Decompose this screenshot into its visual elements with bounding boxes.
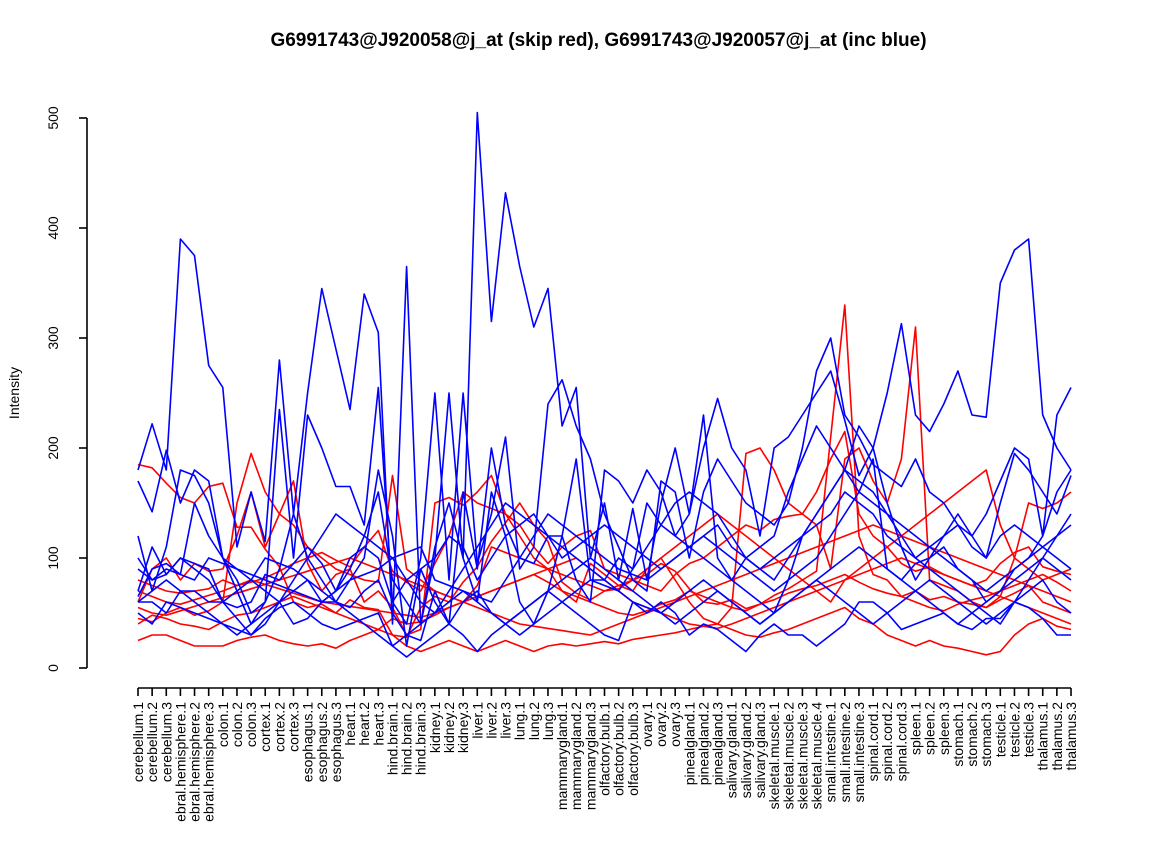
x-tick-label: heart.3 [370,702,386,746]
series-line-4 [137,606,1072,656]
x-tick-label: mammarygland.3 [582,702,598,810]
x-tick-label: hind.brain.2 [399,702,415,775]
x-axis: cerebellum.1cerebellum.2cerebellum.3ebra… [130,687,1079,822]
x-tick-label: colon.2 [229,702,245,747]
series-layer [137,111,1072,658]
series-line-13 [138,579,1071,653]
x-tick-label: heart.2 [356,702,372,746]
x-tick-label: colon.3 [243,702,259,747]
x-tick-label: spinal.cord.2 [879,702,895,782]
y-tick-label: 500 [45,106,61,130]
x-tick-label: kidney.3 [455,702,471,753]
series-line-17 [137,546,1072,647]
x-tick-label: hind.brain.3 [413,702,429,775]
x-tick-label: testicle.2 [1006,702,1022,757]
x-tick-label: testicle.3 [1021,702,1037,757]
x-tick-label: salivary.gland.3 [752,702,768,798]
x-tick-label: pinealgland.1 [681,702,697,786]
x-tick-label: thalamus.1 [1035,702,1051,771]
x-tick-label: esophagus.1 [300,702,316,782]
x-tick-label: cortex.2 [271,702,287,752]
x-tick-label: stomach.1 [950,702,966,767]
series-line-11 [137,414,1072,647]
x-tick-label: kidney.1 [427,702,443,753]
x-tick-label: lung.3 [540,702,556,740]
x-tick-label: olfactory.bulb.3 [625,702,641,796]
x-tick-label: cerebellum.1 [130,702,146,782]
x-tick-label: thalamus.3 [1063,702,1079,771]
x-tick-label: esophagus.3 [328,702,344,782]
y-tick-label: 100 [45,546,61,570]
x-tick-label: heart.1 [342,702,358,746]
x-tick-label: cerebellum.2 [144,702,160,782]
x-tick-label: cortex.1 [257,702,273,752]
x-tick-label: mammarygland.1 [554,702,570,810]
x-tick-label: stomach.3 [978,702,994,767]
x-tick-label: liver.2 [483,702,499,739]
x-tick-label: liver.1 [469,702,485,739]
series-line-6 [137,452,1072,623]
y-tick-label: 300 [45,326,61,350]
x-tick-label: skeletal.muscle.2 [780,702,796,810]
chart-title: G6991743@J920058@j_at (skip red), G69917… [270,30,927,51]
x-tick-label: lung.1 [512,702,528,740]
x-tick-label: liver.3 [498,702,514,739]
x-tick-label: colon.1 [215,702,231,747]
x-tick-label: spleen.1 [908,702,924,755]
x-tick-label: small.intestine.1 [823,702,839,803]
x-tick-label: cerebellum.3 [158,702,174,782]
x-tick-label: stomach.2 [964,702,980,767]
x-tick-label: ovary.3 [667,702,683,747]
x-tick-label: ebral.hemisphere.1 [172,702,188,822]
x-tick-label: small.intestine.3 [851,702,867,803]
series-line-5 [137,326,1072,636]
x-tick-label: ebral.hemisphere.2 [187,702,203,822]
series-line-3 [137,573,1072,631]
x-tick-label: mammarygland.2 [568,702,584,810]
x-tick-label: pinealgland.2 [695,702,711,786]
x-tick-label: ovary.2 [653,702,669,747]
x-tick-label: pinealgland.3 [710,702,726,786]
x-tick-label: spinal.cord.3 [893,702,909,782]
x-tick-label: kidney.2 [441,702,457,753]
x-tick-label: spinal.cord.1 [865,702,881,782]
x-tick-label: salivary.gland.1 [724,702,740,798]
y-tick-label: 0 [45,664,61,672]
series-line-10 [137,337,1072,625]
x-tick-label: ovary.1 [639,702,655,747]
x-tick-label: olfactory.bulb.1 [597,702,613,796]
x-tick-label: olfactory.bulb.2 [611,702,627,796]
series-line-18 [137,469,1072,625]
x-tick-label: lung.2 [526,702,542,740]
x-tick-label: skeletal.muscle.3 [794,702,810,810]
x-tick-label: thalamus.2 [1049,702,1065,771]
y-tick-label: 400 [45,216,61,240]
x-tick-label: testicle.1 [992,702,1008,757]
x-tick-label: esophagus.2 [314,702,330,782]
x-tick-label: cortex.3 [286,702,302,752]
x-tick-label: spleen.2 [922,702,938,755]
x-tick-label: small.intestine.2 [837,702,853,803]
x-tick-label: skeletal.muscle.4 [809,702,825,810]
x-tick-label: hind.brain.1 [384,702,400,775]
x-tick-label: salivary.gland.2 [738,702,754,798]
y-tick-label: 200 [45,436,61,460]
x-tick-label: ebral.hemisphere.3 [201,702,217,822]
y-axis: 0 100 200 300 400 500 [45,106,88,672]
x-tick-label: skeletal.muscle.1 [766,702,782,810]
y-axis-title: Intensity [6,367,22,419]
series-line-8 [137,524,1072,636]
x-tick-label: spleen.3 [936,702,952,755]
